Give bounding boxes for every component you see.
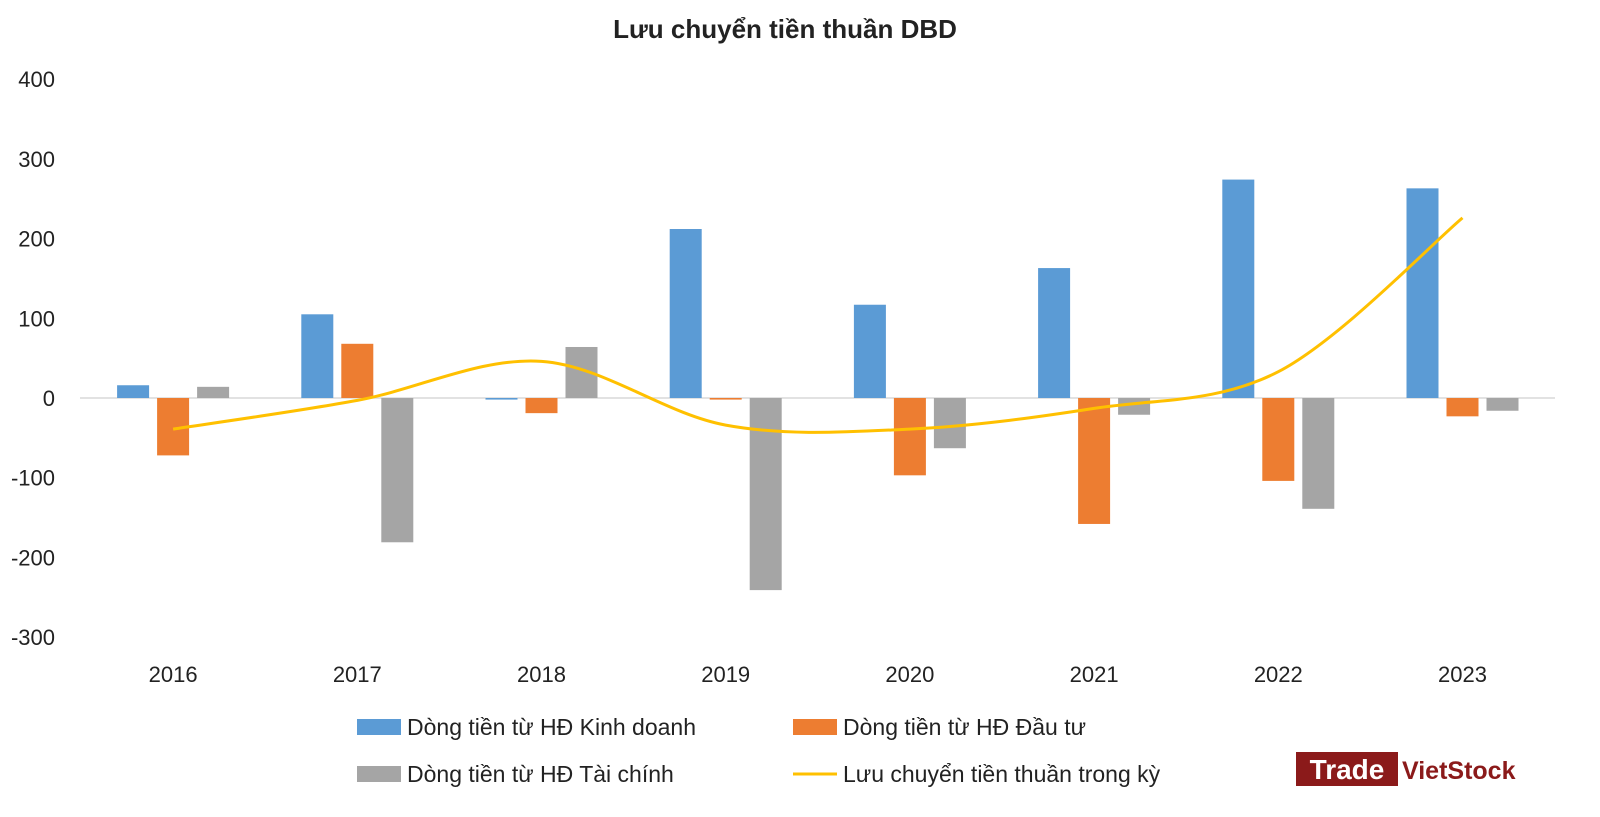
bar-investing	[893, 398, 926, 476]
x-tick-label: 2021	[1070, 662, 1119, 687]
legend-label: Dòng tiền từ HĐ Đầu tư	[843, 714, 1086, 740]
y-tick-label: 400	[18, 67, 55, 92]
y-tick-label: 200	[18, 227, 55, 252]
logo-part2: VietStock	[1402, 757, 1516, 785]
x-tick-label: 2016	[149, 662, 198, 687]
bar-operating	[117, 385, 150, 398]
bar-financing	[1302, 398, 1335, 509]
x-tick-label: 2023	[1438, 662, 1487, 687]
bar-operating	[1038, 268, 1071, 398]
bar-financing	[749, 398, 782, 591]
bar-operating	[1222, 179, 1255, 398]
legend-label: Dòng tiền từ HĐ Tài chính	[407, 761, 674, 787]
x-tick-label: 2020	[885, 662, 934, 687]
bar-investing	[341, 343, 374, 398]
legend-swatch	[357, 719, 401, 735]
bar-investing	[525, 398, 558, 414]
x-tick-label: 2019	[701, 662, 750, 687]
legend-label: Dòng tiền từ HĐ Kinh doanh	[407, 714, 696, 740]
net-cashflow-line	[172, 216, 1464, 434]
logo-part1: Trade	[1310, 754, 1385, 785]
bar-financing	[1118, 398, 1151, 415]
y-tick-label: -100	[11, 466, 55, 491]
bar-investing	[1078, 398, 1111, 524]
bar-investing	[1446, 398, 1479, 417]
chart-title: Lưu chuyển tiền thuần DBD	[613, 14, 957, 44]
legend-label: Lưu chuyển tiền thuần trong kỳ	[843, 761, 1161, 787]
y-tick-label: 300	[18, 147, 55, 172]
bar-investing	[1262, 398, 1295, 481]
bar-operating	[669, 229, 702, 398]
bar-financing	[197, 386, 230, 398]
bar-financing	[1486, 398, 1519, 411]
bar-operating	[853, 304, 886, 398]
tradevietstock-logo: Trade VietStock	[1296, 752, 1516, 786]
y-tick-label: 0	[43, 386, 55, 411]
x-tick-label: 2022	[1254, 662, 1303, 687]
x-tick-label: 2018	[517, 662, 566, 687]
bar-operating	[301, 314, 334, 398]
y-tick-label: -300	[11, 625, 55, 650]
x-tick-label: 2017	[333, 662, 382, 687]
legend-swatch	[793, 719, 837, 735]
bar-financing	[933, 398, 966, 449]
y-tick-label: 100	[18, 306, 55, 331]
bar-investing	[709, 398, 742, 400]
bar-operating	[1406, 188, 1439, 398]
y-tick-label: -200	[11, 545, 55, 570]
bar-financing	[381, 398, 414, 543]
bar-operating	[485, 398, 518, 400]
legend-swatch	[357, 766, 401, 782]
